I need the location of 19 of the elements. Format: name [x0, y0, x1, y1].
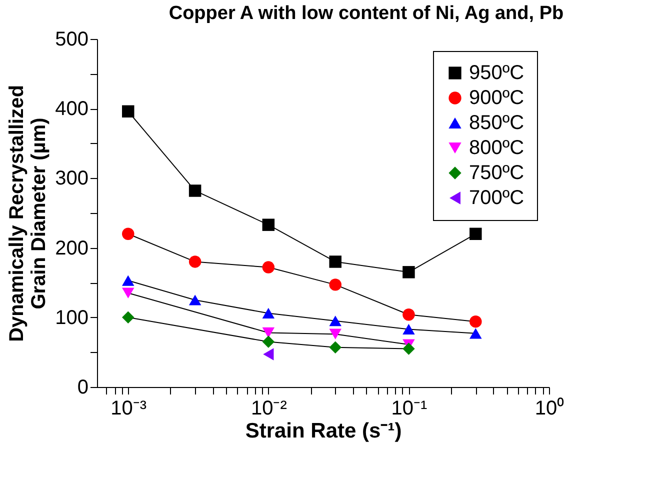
legend-label: 800ºC [469, 137, 524, 159]
x-tick-label: 10⁻¹ [391, 398, 428, 420]
x-tick-label: 10⁰ [534, 396, 564, 420]
x-axis-title: Strain Rate (s⁻¹) [245, 420, 402, 442]
legend-label: 900ºC [469, 87, 524, 109]
y-axis-title: Dynamically Recrystallized Grain Diameter (µm) [6, 85, 50, 342]
legend-label: 850ºC [469, 112, 524, 134]
y-tick-label: 300 [55, 168, 88, 190]
y-tick-label: 400 [55, 98, 88, 120]
chart-title: Copper A with low content of Ni, Ag and, Pb [168, 3, 564, 24]
x-tick-label: 10⁻² [250, 398, 288, 420]
y-tick-label: 500 [55, 28, 88, 50]
y-tick-label: 100 [55, 306, 88, 329]
y-tick-label: 0 [77, 376, 88, 398]
legend-label: 950ºC [469, 62, 524, 84]
y-tick-label: 200 [55, 237, 88, 260]
legend-label: 700ºC [469, 187, 524, 209]
x-tick-label: 10⁻³ [110, 398, 147, 420]
legend-label: 750ºC [469, 162, 524, 184]
